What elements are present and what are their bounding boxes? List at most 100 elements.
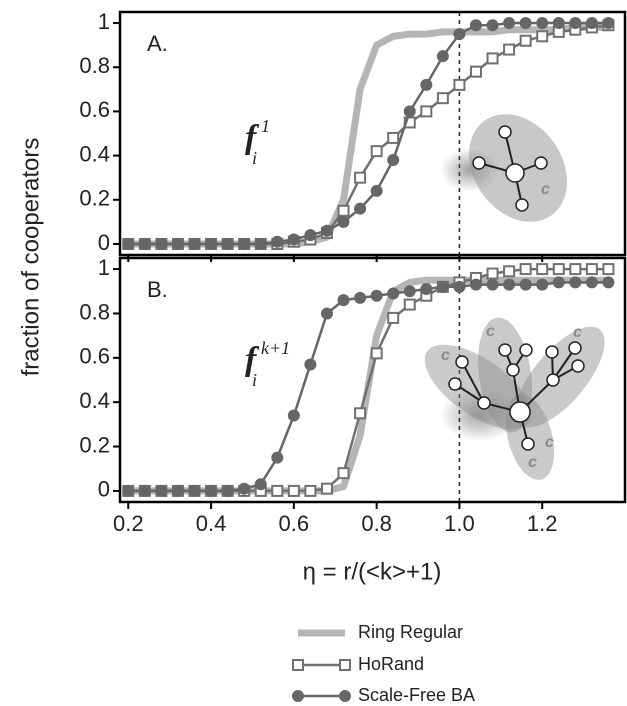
square-marker (436, 92, 449, 105)
circle-marker (138, 237, 151, 250)
circle-marker (138, 484, 151, 497)
circle-marker (337, 215, 350, 228)
circle-marker (304, 229, 317, 242)
circle-marker (519, 278, 532, 291)
square-marker (519, 263, 532, 276)
circle-marker (205, 237, 218, 250)
x-tick-label: 0.2 (113, 511, 144, 536)
panel-label: B. (147, 277, 168, 302)
annotation-sup: k+1 (261, 338, 290, 358)
circle-marker (122, 484, 135, 497)
inset-label: c (541, 181, 550, 198)
circle-marker (370, 289, 383, 302)
y-tick-label: 0.8 (79, 53, 110, 78)
inset-label: c (441, 347, 450, 364)
square-marker (387, 311, 400, 324)
inset-label: c (573, 324, 582, 341)
circle-marker (453, 280, 466, 293)
circle-marker (188, 237, 201, 250)
circle-marker (337, 294, 350, 307)
square-marker (403, 298, 416, 311)
circle-marker (287, 233, 300, 246)
circle-marker (387, 154, 400, 167)
panel-label: A. (147, 31, 168, 56)
square-marker (569, 263, 582, 276)
x-tick-label: 1.2 (527, 511, 558, 536)
circle-marker (436, 50, 449, 63)
square-marker (503, 43, 516, 56)
circle-marker (519, 17, 532, 30)
annotation-sub: i (252, 370, 257, 390)
square-marker (486, 52, 499, 65)
circle-marker (238, 482, 251, 495)
square-marker (503, 265, 516, 278)
circle-marker (569, 17, 582, 30)
circle-marker (486, 19, 499, 32)
square-marker (585, 263, 598, 276)
annotation-sub: i (252, 148, 257, 168)
x-tick-label: 1.0 (444, 511, 475, 536)
circle-marker (271, 235, 284, 248)
annotation-base: f (245, 341, 260, 378)
circle-marker (320, 307, 333, 320)
circle-marker (354, 291, 367, 304)
square-marker (271, 484, 284, 497)
square-marker (304, 484, 317, 497)
circle-marker (171, 484, 184, 497)
y-tick-label: 0 (98, 230, 110, 255)
y-tick-label: 0 (98, 477, 110, 502)
x-tick-label: 0.6 (279, 511, 310, 536)
legend-label: Ring Regular (358, 622, 463, 642)
circle-marker (304, 358, 317, 371)
y-tick-label: 1 (98, 255, 110, 280)
circle-marker (469, 19, 482, 32)
circle-marker (122, 237, 135, 250)
inset-label: c (545, 434, 554, 451)
circle-marker (569, 276, 582, 289)
plot-frame (118, 256, 627, 504)
square-marker (337, 204, 350, 217)
inset-network: c (440, 114, 568, 222)
panel: 00.20.40.60.810.2 0.4 0.6 0.8 1.0 1.2B.fik+1 (79, 255, 627, 536)
inset-network: c c c c c (424, 317, 605, 480)
y-tick-label: 0.4 (79, 388, 110, 413)
circle-marker (585, 276, 598, 289)
y-tick-label: 0.2 (79, 432, 110, 457)
circle-marker (221, 484, 234, 497)
square-marker (354, 171, 367, 184)
x-tick-label: 0.8 (361, 511, 392, 536)
y-tick-label: 0.6 (79, 344, 110, 369)
circle-marker (503, 17, 516, 30)
circle-marker (221, 237, 234, 250)
y-axis-label: fraction of cooperators (17, 138, 44, 377)
y-tick-label: 0.2 (79, 186, 110, 211)
circle-marker (354, 202, 367, 215)
circle-marker (420, 78, 433, 91)
circle-marker (403, 105, 416, 118)
inset-label: c (528, 454, 537, 471)
circle-marker (205, 484, 218, 497)
square-marker (354, 407, 367, 420)
annotation-base: f (245, 119, 260, 156)
circle-marker (552, 276, 565, 289)
plot-frame (118, 10, 627, 257)
circle-marker (420, 283, 433, 296)
square-marker (387, 131, 400, 144)
annotation-sup: 1 (261, 116, 270, 136)
legend-marker (292, 690, 304, 702)
circle-marker (320, 224, 333, 237)
y-tick-label: 0.4 (79, 141, 110, 166)
y-tick-label: 0.8 (79, 299, 110, 324)
circle-marker (171, 237, 184, 250)
square-marker (486, 267, 499, 280)
y-tick-label: 0.6 (79, 97, 110, 122)
circle-marker (453, 28, 466, 41)
square-marker (453, 78, 466, 91)
circle-marker (254, 237, 267, 250)
circle-marker (155, 484, 168, 497)
circle-marker (188, 484, 201, 497)
y-tick-label: 1 (98, 9, 110, 34)
inset-label: c (486, 323, 495, 340)
square-marker (469, 65, 482, 78)
